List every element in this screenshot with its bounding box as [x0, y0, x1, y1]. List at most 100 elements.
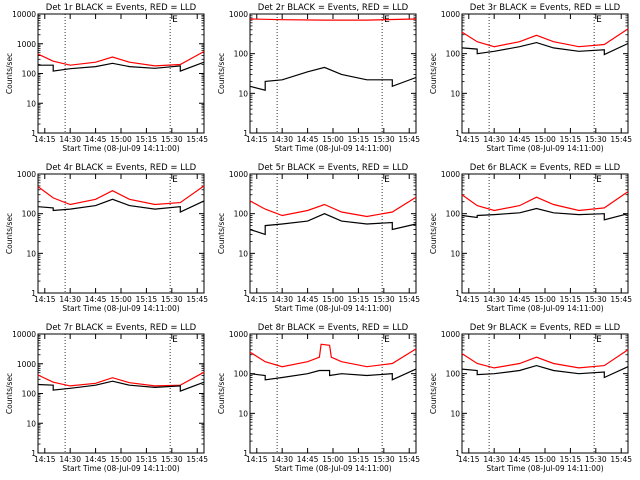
corner-marker: E: [172, 175, 178, 185]
y-axis-label: Counts/sec: [5, 373, 14, 414]
x-tick-label: 15:45: [610, 135, 632, 144]
y-tick-label: 100: [234, 210, 249, 219]
x-tick-label: 14:45: [509, 135, 531, 144]
lld-series-line: [461, 28, 629, 48]
x-tick-label: 15:00: [322, 455, 344, 464]
x-tick-label: 15:30: [161, 455, 183, 464]
y-tick-label: 1: [243, 449, 248, 458]
x-tick-label: 15:45: [610, 295, 632, 304]
x-tick-label: 14:15: [458, 295, 480, 304]
x-tick-label: 15:45: [398, 295, 420, 304]
lld-series-line: [249, 196, 417, 218]
lld-series-line: [461, 349, 629, 369]
y-tick-label: 100: [234, 50, 249, 59]
y-tick-label: 1: [31, 449, 36, 458]
y-tick-label: 1000: [229, 10, 248, 19]
y-tick-label: 1000: [229, 330, 248, 339]
lld-series-line: [37, 371, 205, 387]
x-tick-label: 15:15: [136, 455, 158, 464]
x-axis-label: Start Time (08-Jul-09 14:11:00): [62, 304, 179, 313]
x-tick-label: 15:30: [585, 455, 607, 464]
x-tick-label: 15:30: [585, 135, 607, 144]
x-tick-label: 15:00: [322, 135, 344, 144]
y-tick-label: 100: [22, 210, 37, 219]
y-tick-label: 1: [243, 289, 248, 298]
panel-title: Det 4r BLACK = Events, RED = LLD: [46, 163, 197, 173]
x-tick-label: 15:00: [534, 135, 556, 144]
x-tick-label: 14:30: [59, 135, 81, 144]
x-tick-label: 14:15: [246, 135, 268, 144]
events-series-line: [461, 364, 629, 379]
y-tick-label: 10: [238, 89, 248, 98]
panel-8: Det 8r BLACK = Events, RED = LLD 1 10 100 10…: [217, 323, 420, 473]
x-tick-label: 14:15: [34, 295, 56, 304]
x-tick-label: 14:45: [85, 455, 107, 464]
x-axis-label: Start Time (08-Jul-09 14:11:00): [274, 144, 391, 153]
x-tick-label: 15:00: [534, 295, 556, 304]
corner-marker: E: [596, 335, 602, 345]
x-tick-label: 14:15: [34, 455, 56, 464]
x-tick-label: 15:45: [186, 295, 208, 304]
events-series-line: [461, 41, 629, 56]
x-tick-label: 15:00: [322, 295, 344, 304]
x-tick-label: 14:45: [297, 455, 319, 464]
x-tick-label: 15:30: [373, 295, 395, 304]
panel-title: Det 9r BLACK = Events, RED = LLD: [470, 323, 621, 333]
x-tick-label: 15:15: [348, 295, 370, 304]
y-tick-label: 1000: [441, 170, 460, 179]
x-axis-label: Start Time (08-Jul-09 14:11:00): [486, 304, 603, 313]
panel-2: Det 2r BLACK = Events, RED = LLD 1 10 100 10…: [217, 3, 420, 153]
x-tick-label: 15:45: [186, 135, 208, 144]
y-axis-label: Counts/sec: [217, 53, 226, 94]
x-tick-label: 15:30: [373, 135, 395, 144]
y-axis-label: Counts/sec: [429, 213, 438, 254]
y-tick-label: 10: [26, 249, 36, 258]
events-series-line: [37, 380, 205, 392]
y-axis-label: Counts/sec: [217, 213, 226, 254]
x-tick-label: 14:30: [271, 135, 293, 144]
y-axis-label: Counts/sec: [217, 373, 226, 414]
events-series-line: [461, 207, 629, 221]
panel-title: Det 8r BLACK = Events, RED = LLD: [258, 323, 409, 333]
x-tick-label: 15:45: [398, 455, 420, 464]
y-tick-label: 100: [446, 370, 461, 379]
y-axis-label: Counts/sec: [429, 53, 438, 94]
events-series-line: [37, 198, 205, 213]
y-tick-label: 10: [238, 409, 248, 418]
x-tick-label: 15:15: [348, 135, 370, 144]
x-tick-label: 15:30: [373, 455, 395, 464]
y-tick-label: 10: [450, 409, 460, 418]
x-axis-label: Start Time (08-Jul-09 14:11:00): [274, 464, 391, 473]
y-tick-label: 1: [455, 449, 460, 458]
x-tick-label: 14:15: [458, 455, 480, 464]
y-tick-label: 1000: [17, 40, 36, 49]
lld-series-line: [37, 185, 205, 206]
x-tick-label: 15:15: [560, 455, 582, 464]
x-tick-label: 15:45: [610, 455, 632, 464]
corner-marker: E: [172, 335, 178, 345]
y-tick-label: 10000: [12, 330, 36, 339]
panel-title: Det 7r BLACK = Events, RED = LLD: [46, 323, 197, 333]
y-axis-label: Counts/sec: [5, 53, 14, 94]
x-tick-label: 15:15: [348, 455, 370, 464]
x-tick-label: 14:15: [34, 135, 56, 144]
y-tick-label: 1000: [229, 170, 248, 179]
x-tick-label: 14:30: [483, 135, 505, 144]
events-series-line: [249, 66, 417, 91]
corner-marker: E: [596, 15, 602, 25]
x-tick-label: 15:45: [398, 135, 420, 144]
y-tick-label: 1000: [17, 170, 36, 179]
y-tick-label: 100: [446, 50, 461, 59]
y-tick-label: 1000: [441, 330, 460, 339]
x-tick-label: 15:45: [186, 455, 208, 464]
x-tick-label: 14:45: [509, 455, 531, 464]
y-tick-label: 1: [31, 289, 36, 298]
lld-series-line: [461, 191, 629, 212]
corner-marker: E: [384, 335, 390, 345]
events-series-line: [38, 61, 205, 72]
x-tick-label: 14:15: [246, 295, 268, 304]
panel-6: Det 6r BLACK = Events, RED = LLD 1 10 100 10…: [429, 163, 632, 313]
x-tick-label: 14:15: [246, 455, 268, 464]
x-axis-label: Start Time (08-Jul-09 14:11:00): [486, 464, 603, 473]
